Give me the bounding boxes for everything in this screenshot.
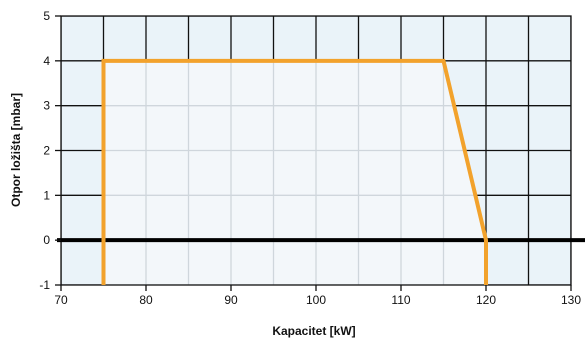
y-axis-title: Otpor ložišta [mbar] — [9, 93, 23, 207]
y-tick-label: 2 — [43, 144, 50, 158]
operating-boundary-line — [101, 58, 488, 285]
y-tick-label: 5 — [43, 9, 50, 23]
y-tick-label: -1 — [39, 278, 50, 292]
x-tick-label: 70 — [54, 293, 68, 307]
x-tick-label: 110 — [391, 293, 410, 307]
y-tick-label: 4 — [43, 54, 50, 68]
x-tick-label: 120 — [476, 293, 496, 307]
y-tick-label: 0 — [43, 233, 50, 247]
x-tick-label: 100 — [306, 293, 326, 307]
y-tick-label: 1 — [43, 188, 50, 202]
operating-region-fill — [103, 60, 486, 286]
x-tick-label: 90 — [224, 293, 238, 307]
x-axis-title: Kapacitet [kW] — [272, 324, 355, 338]
x-tick-label: 130 — [561, 293, 581, 307]
y-tick-label: 3 — [43, 99, 50, 113]
x-tick-label: 80 — [139, 293, 153, 307]
